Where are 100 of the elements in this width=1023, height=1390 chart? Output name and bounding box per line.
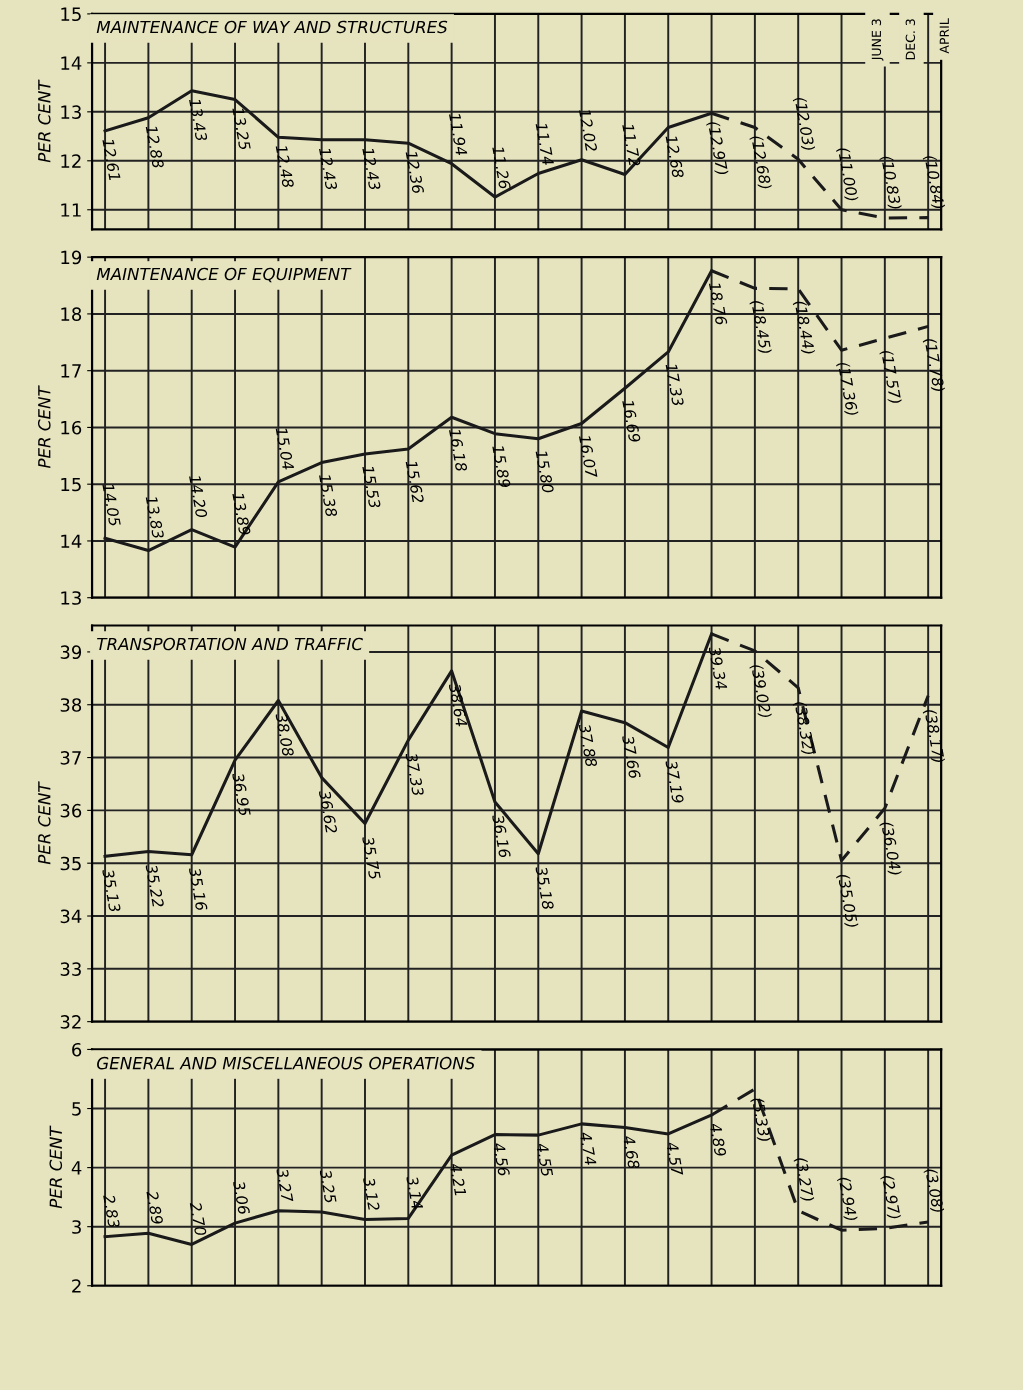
data-label: 39.34 [708, 645, 728, 690]
data-label: (10.84) [922, 154, 946, 210]
data-label: (18.44) [792, 300, 816, 355]
data-label: 12.61 [102, 138, 121, 181]
data-label: (36.04) [879, 821, 902, 876]
y-tick-label: 35 [60, 856, 81, 871]
annotation: DEC. 3 [905, 19, 916, 60]
data-label: 15.62 [405, 459, 425, 504]
data-label: 18.76 [708, 281, 728, 326]
y-tick-label: 15 [61, 477, 81, 492]
data-label: (17.57) [879, 349, 902, 405]
y-tick-label: 14 [61, 534, 82, 548]
data-label: (38.32) [792, 700, 816, 756]
data-label: 14.05 [102, 483, 121, 527]
data-label: 4.74 [579, 1131, 597, 1166]
data-label: (2.94) [836, 1176, 858, 1222]
y-tick-label: 12 [61, 154, 81, 168]
data-label: (12.97) [705, 120, 729, 176]
data-label: 37.33 [405, 752, 425, 797]
data-label: 12.02 [578, 108, 598, 152]
data-label: 11.74 [535, 122, 554, 166]
data-label: 15.38 [318, 473, 338, 518]
data-label: 37.19 [665, 759, 685, 804]
data-label: 11.72 [622, 123, 641, 167]
y-tick-label: 6 [72, 1042, 82, 1057]
data-label: (35.05) [835, 873, 859, 929]
data-label: 11.94 [448, 112, 468, 156]
data-label: 2.70 [189, 1201, 207, 1237]
data-label: 2.83 [102, 1193, 121, 1229]
y-tick-label: 13 [61, 105, 81, 119]
y-tick-label: 11 [61, 203, 81, 217]
y-tick-label: 4 [71, 1161, 82, 1175]
data-label: 35.13 [102, 868, 121, 913]
data-label: (11.00) [835, 147, 859, 202]
data-label: 3.25 [319, 1168, 337, 1204]
data-label: (12.03) [792, 96, 816, 152]
data-label: 14.20 [188, 474, 208, 519]
y-tick-label: 2 [72, 1279, 81, 1293]
data-label: 11.26 [492, 145, 511, 190]
data-label: (10.83) [879, 155, 902, 210]
data-label: (2.97) [880, 1174, 902, 1220]
y-tick-label: 17 [61, 364, 81, 378]
data-label: 13.43 [188, 98, 208, 142]
data-label: 15.04 [275, 426, 295, 471]
data-label: 35.22 [145, 863, 165, 908]
data-label: 35.75 [362, 835, 381, 880]
data-label: 4.21 [449, 1162, 467, 1196]
annotation: APRIL [939, 18, 949, 54]
annotation: JUNE 3 [871, 19, 884, 61]
data-label: 4.55 [536, 1142, 554, 1177]
data-label: 3.14 [406, 1175, 424, 1210]
data-label: (5.33) [750, 1097, 772, 1143]
data-label: 4.57 [666, 1141, 684, 1177]
y-tick-label: 18 [61, 307, 82, 322]
data-label: (3.27) [793, 1156, 815, 1202]
data-label: 12.88 [145, 124, 165, 169]
y-tick-label: 33 [60, 962, 81, 976]
data-label: 15.80 [535, 449, 555, 494]
data-label: 15.53 [362, 465, 381, 509]
data-label: 3.27 [276, 1167, 294, 1203]
y-tick-label: 13 [61, 591, 81, 605]
data-label: 2.89 [146, 1190, 164, 1225]
y-tick-label: 32 [60, 1015, 81, 1029]
chart-title: MAINTENANCE OF WAY AND STRUCTURES [96, 20, 448, 34]
data-label: (17.36) [835, 361, 859, 417]
y-tick-label: 15 [61, 7, 81, 22]
data-label: 16.18 [448, 428, 468, 472]
text: TRANSPORTATION AND TRAFFIC [97, 637, 363, 651]
data-label: (38.17) [922, 708, 946, 764]
y-axis-title: PER CENT [37, 781, 51, 865]
data-label: 12.48 [275, 144, 295, 189]
data-label: (39.02) [749, 663, 772, 719]
data-label: 17.33 [665, 362, 685, 407]
data-label: 13.25 [232, 106, 251, 151]
data-label: 16.07 [578, 434, 598, 479]
data-label: 37.88 [578, 723, 598, 768]
data-label: (3.08) [923, 1168, 945, 1214]
data-label: (18.45) [749, 299, 772, 355]
data-label: 12.36 [405, 150, 425, 195]
data-label: 4.89 [709, 1122, 727, 1157]
data-label: (12.68) [749, 135, 772, 190]
data-label: 3.06 [232, 1180, 251, 1215]
data-label: 16.69 [622, 399, 641, 443]
data-label: 37.66 [621, 734, 641, 780]
y-tick-label: 14 [61, 56, 82, 70]
y-tick-label: 16 [61, 420, 82, 435]
y-tick-label: 19 [61, 250, 82, 265]
data-label: 4.68 [622, 1134, 640, 1170]
data-label: 12.68 [665, 134, 685, 179]
data-label: 3.12 [362, 1176, 380, 1212]
data-label: 38.64 [448, 682, 468, 727]
y-axis-title: PER CENT [49, 1125, 63, 1209]
data-label: 13.89 [232, 492, 251, 536]
chart-title: GENERAL AND MISCELLANEOUS OPERATIONS [97, 1056, 475, 1070]
y-tick-label: 38 [60, 698, 82, 712]
y-tick-label: 5 [72, 1102, 81, 1116]
data-label: 4.56 [492, 1141, 510, 1177]
data-label: 36.95 [232, 772, 251, 817]
data-label: 12.43 [362, 146, 381, 191]
data-label: 15.89 [492, 444, 511, 489]
